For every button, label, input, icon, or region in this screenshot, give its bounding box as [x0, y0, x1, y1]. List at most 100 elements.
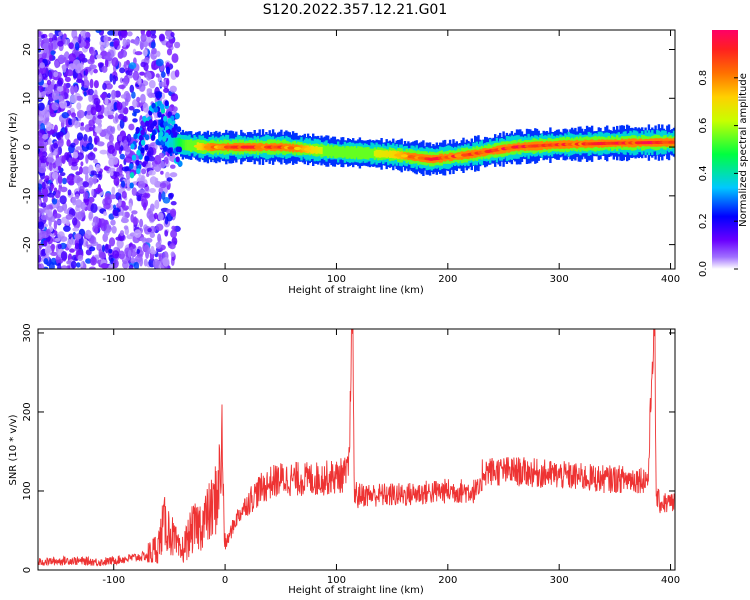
spectrogram-blob — [129, 163, 134, 170]
spectrogram-blob — [85, 172, 89, 183]
spectrogram-ridge — [317, 147, 320, 154]
spectrogram-ridge — [392, 150, 395, 159]
spectrogram-blob — [155, 92, 160, 99]
spectrogram-blob — [124, 98, 129, 107]
spectrogram-blob — [79, 185, 85, 193]
spectrogram-blob — [173, 131, 178, 138]
spectrogram-blob — [75, 95, 83, 101]
spectrogram-blob — [145, 237, 153, 243]
spectrogram-ridge — [181, 139, 185, 151]
spectrogram-blob — [56, 86, 64, 92]
spectrogram-blob — [130, 143, 135, 150]
spectrogram-ridge — [373, 150, 377, 157]
snr-panel: -100 0 100 200 300 400 0 100 200 300 Height of s… — [8, 323, 680, 596]
spectrogram-blob — [130, 257, 136, 264]
colorbar: 0.0 0.2 0.4 0.6 0.8 Normalized spectral ampl… — [698, 30, 749, 277]
spectrogram-blob — [114, 76, 119, 82]
spectrogram-blob — [121, 191, 127, 199]
spectrogram-blob — [48, 70, 53, 80]
spectrogram-blob — [109, 73, 113, 83]
spectrogram-blob — [153, 106, 159, 113]
spectrogram-blob — [74, 42, 80, 51]
spectrogram-blob — [53, 220, 58, 231]
spectrogram-blob — [111, 57, 119, 67]
spectrogram-blob — [104, 97, 109, 105]
spectrogram-ridge — [191, 140, 195, 151]
spectrogram-blob — [140, 33, 147, 42]
spectrogram-blob — [52, 191, 56, 195]
spectrogram-blob — [123, 76, 129, 87]
spectrogram-blob — [124, 156, 133, 163]
spectrogram-blob — [90, 50, 96, 56]
spectrogram-blob — [165, 35, 173, 40]
spectrogram-blob — [60, 90, 65, 96]
spectrogram-blob — [67, 189, 72, 196]
spectrogram-blob — [77, 254, 84, 262]
spectrogram-blob — [111, 89, 117, 100]
spectrogram-blob — [40, 91, 46, 96]
spectrogram-blob — [157, 111, 162, 118]
spectrogram-blob — [51, 79, 55, 85]
spectrogram-blob — [40, 214, 48, 220]
spectrogram-ridge — [358, 146, 362, 160]
spectrogram-blob — [66, 175, 74, 185]
spectrogram-blob — [95, 30, 102, 34]
spectrogram-blob — [64, 125, 68, 134]
y-tick-label: 20 — [22, 43, 33, 56]
spectrogram-blob — [87, 88, 94, 96]
spectrogram-blob — [76, 262, 81, 268]
spectrogram-blob — [144, 120, 150, 127]
spectrogram-blob — [115, 112, 119, 123]
spectrogram-core — [193, 144, 201, 148]
colorbar-gradient — [712, 30, 738, 269]
spectrogram-blob — [59, 195, 67, 205]
spectrogram-blob — [170, 32, 175, 37]
spectrogram-blob — [122, 205, 130, 211]
spectrogram-blob — [68, 53, 76, 63]
spectrogram-blob — [175, 146, 181, 153]
spectrogram-blob — [72, 217, 78, 226]
spectrogram-blob — [167, 111, 172, 118]
spectrogram-blob — [54, 60, 60, 69]
spectrogram-blob — [101, 244, 106, 253]
spectrogram-ridge — [377, 150, 380, 158]
spectrogram-blob — [46, 79, 52, 86]
spectrogram-ridge — [190, 138, 193, 152]
spectrogram-blob — [167, 118, 172, 124]
spectrogram-blob — [149, 232, 155, 238]
spectrogram-blob — [61, 155, 66, 165]
spectrogram-blob — [87, 58, 95, 65]
spectrogram-blob — [100, 222, 107, 232]
spectrogram-blob — [159, 130, 164, 137]
x-tick-label: 200 — [438, 575, 457, 586]
colorbar-ticks: 0.0 0.2 0.4 0.6 0.8 — [698, 70, 738, 277]
spectrogram-blob — [75, 193, 80, 200]
x-tick-label: 100 — [327, 575, 346, 586]
spectrogram-blob — [93, 80, 99, 89]
spectrogram-blob — [170, 229, 178, 239]
spectrogram-blob — [70, 165, 79, 171]
spectrogram-blob — [167, 147, 172, 154]
spectrogram-ridge — [352, 147, 355, 159]
spectrogram-blob — [159, 121, 165, 128]
x-tick-label: 400 — [661, 575, 680, 586]
spectrogram-blob — [39, 109, 45, 118]
x-tick-label: 300 — [550, 575, 569, 586]
spectrogram-blob — [136, 96, 141, 103]
spectrogram-blob — [141, 198, 149, 208]
spectrogram-blob — [165, 66, 170, 75]
spectrogram-ridge — [310, 145, 313, 154]
spectrogram-blob — [107, 30, 116, 36]
x-tick-label: 100 — [327, 274, 346, 285]
spectrogram-core — [394, 153, 402, 157]
spectrogram-blob — [62, 64, 67, 73]
spectrogram-blob — [53, 124, 58, 133]
spectrogram-blob — [58, 138, 64, 148]
spectrogram-blob — [158, 81, 166, 87]
spectrogram-blob — [108, 248, 113, 254]
spectrogram-blob — [76, 109, 85, 119]
y-tick-label: 0 — [22, 567, 33, 573]
spectrogram-blob — [38, 72, 43, 83]
spectrogram-blob — [111, 186, 116, 195]
spectrogram-ridge — [387, 151, 390, 157]
